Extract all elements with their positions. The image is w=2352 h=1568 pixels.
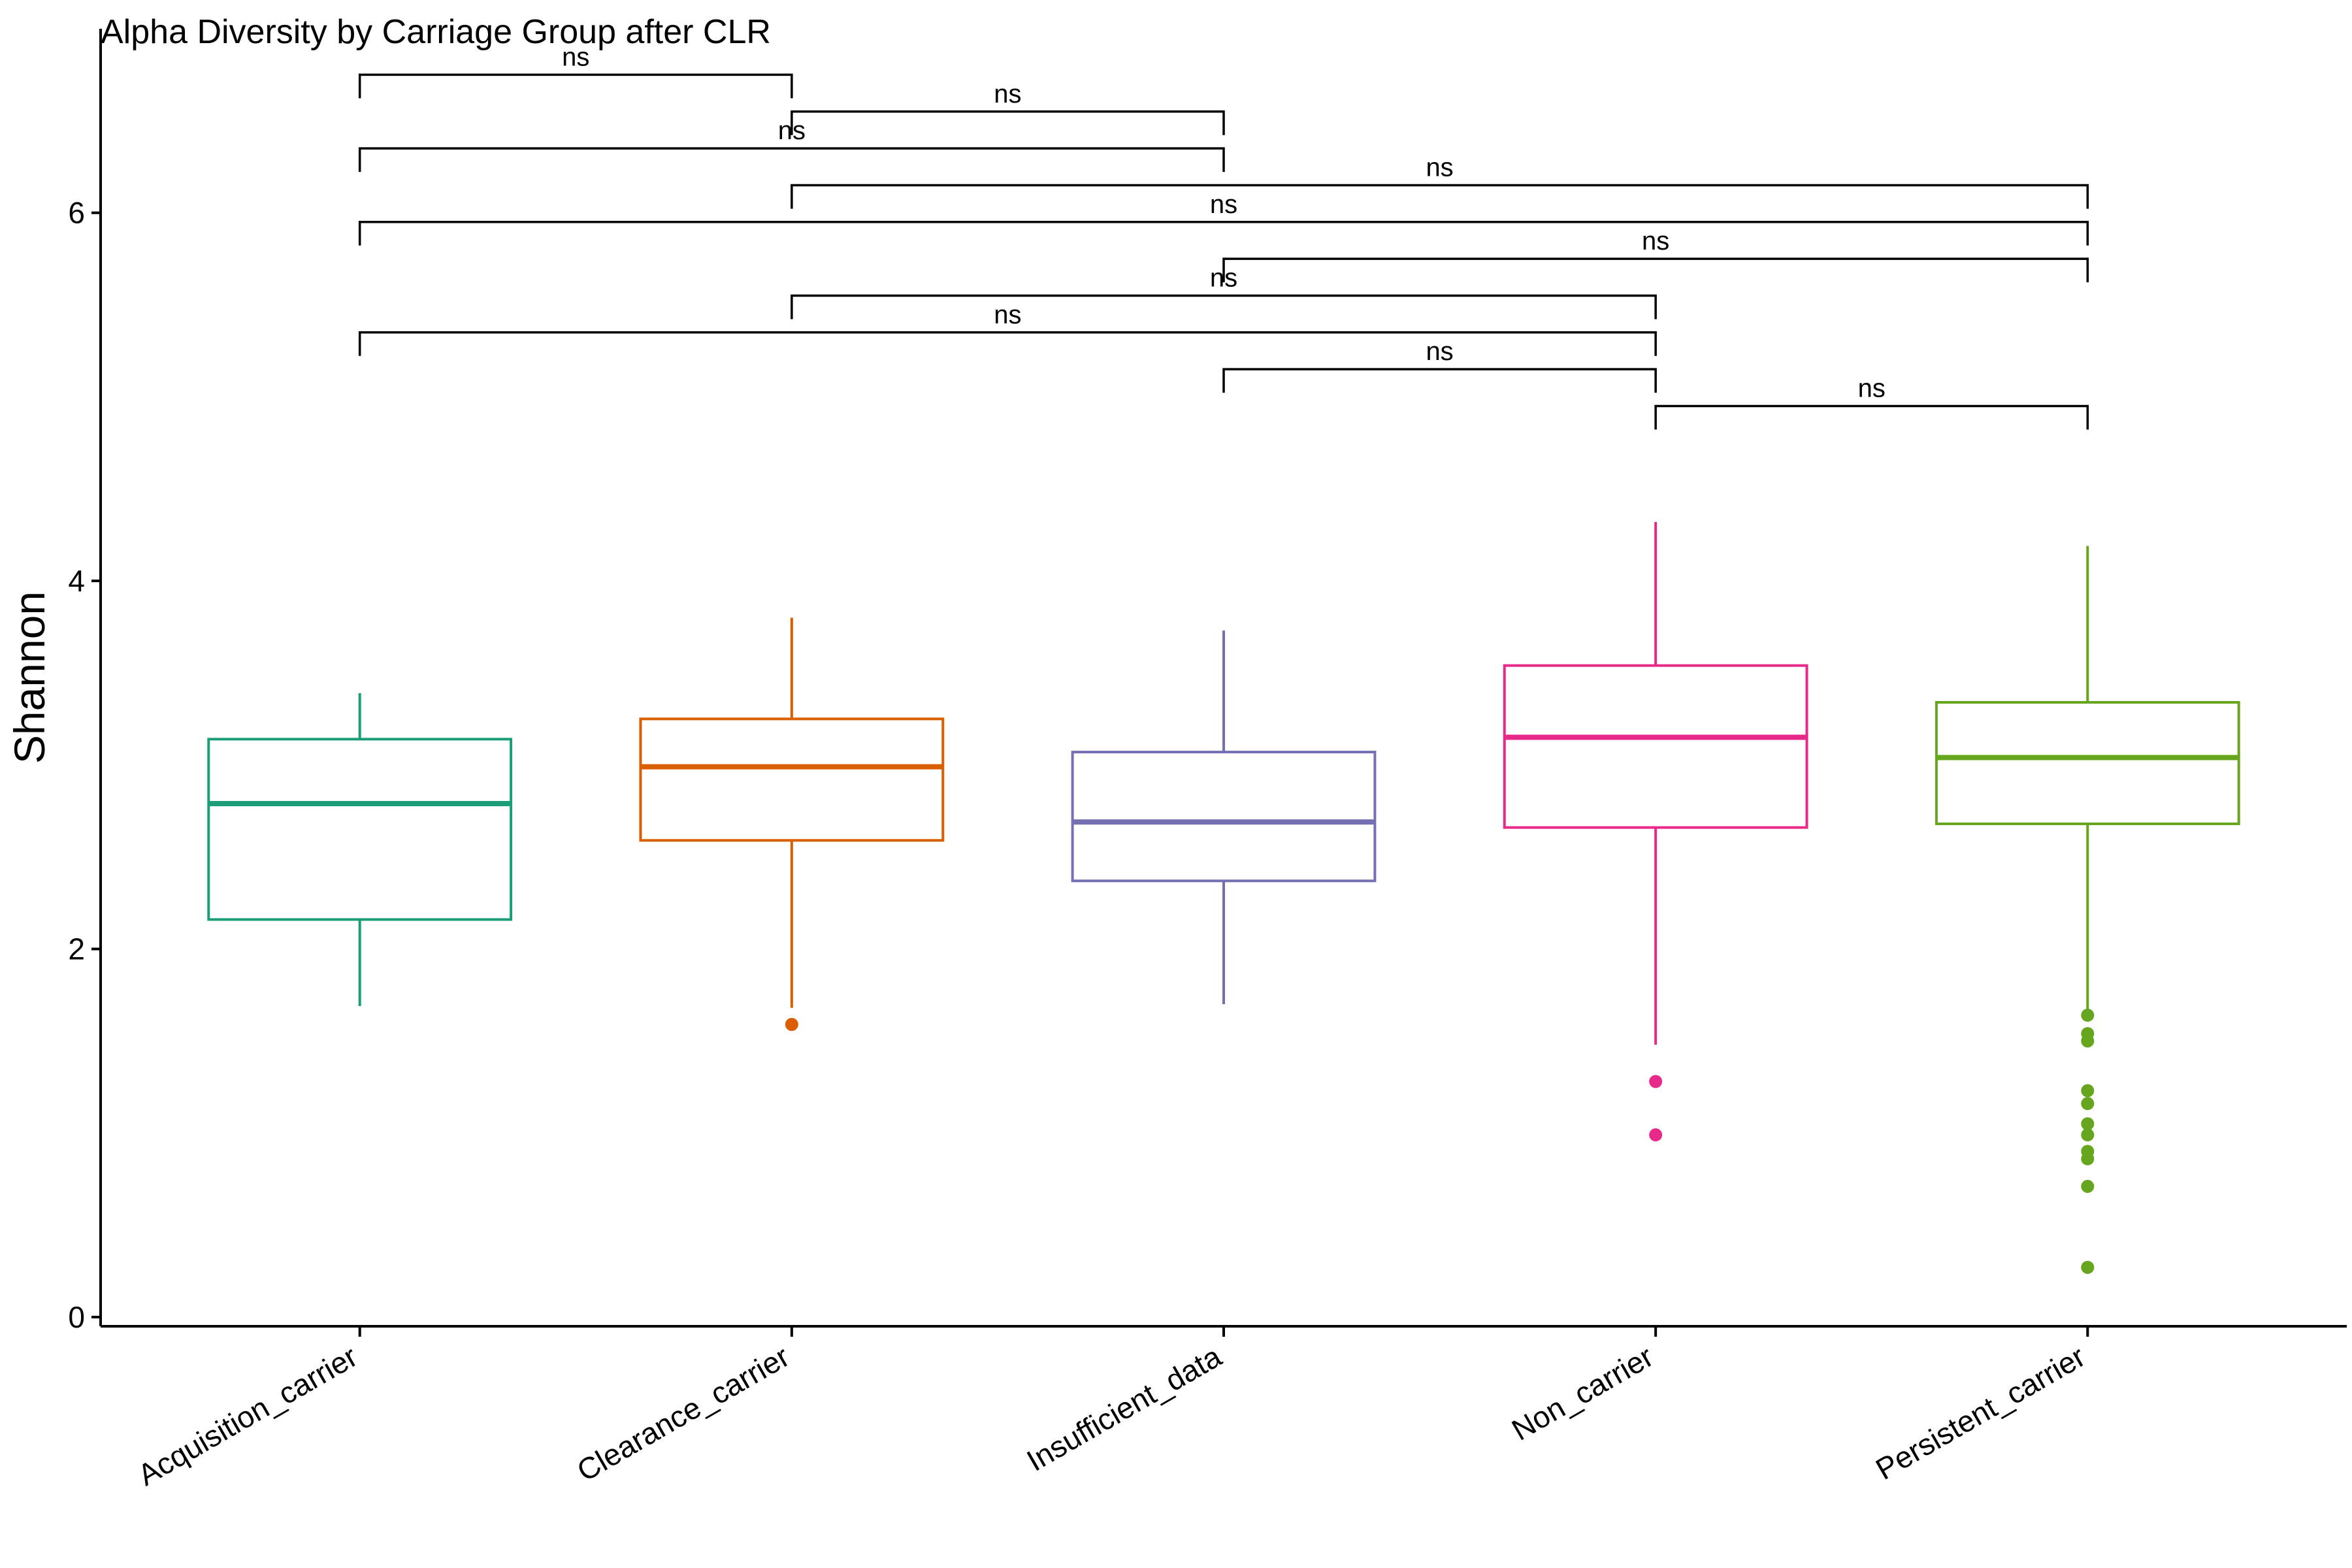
iqr-box	[207, 738, 513, 921]
chart-title: Alpha Diversity by Carriage Group after …	[101, 13, 771, 51]
iqr-box	[1503, 664, 1808, 829]
x-tick-label: Clearance_carrier	[571, 1339, 795, 1488]
significance-bracket: ns	[1222, 227, 2089, 283]
significance-bracket: ns	[791, 153, 2089, 209]
x-tick-label: Acquisition_carrier	[132, 1339, 363, 1492]
box-Clearance_carrier	[639, 617, 945, 1032]
significance-bracket: ns	[358, 190, 2089, 246]
x-tick-label: Persistent_carrier	[1870, 1339, 2091, 1486]
x-tick-label: Insufficient_data	[1021, 1339, 1228, 1477]
bracket-line	[358, 73, 793, 99]
significance-label: ns	[994, 80, 1021, 108]
outlier-point	[2081, 1117, 2095, 1131]
iqr-box	[639, 717, 945, 842]
significance-bracket: ns	[791, 263, 1657, 319]
significance-bracket: ns	[1654, 374, 2089, 430]
x-tick-label: Non_carrier	[1506, 1339, 1659, 1447]
bracket-line	[358, 221, 2089, 246]
y-axis-label: Shannon	[5, 591, 54, 764]
bracket-line	[791, 184, 2089, 209]
significance-bracket: ns	[1222, 337, 1657, 393]
bracket-line	[358, 147, 1225, 172]
outlier-point	[1649, 1075, 1663, 1088]
bracket-line	[1222, 257, 2089, 283]
y-tick-label: 6	[68, 196, 85, 230]
significance-bracket: ns	[358, 42, 793, 99]
box-Non_carrier	[1503, 521, 1808, 1142]
outlier-point	[2081, 1152, 2095, 1166]
significance-label: ns	[778, 116, 806, 145]
iqr-box	[1935, 701, 2240, 825]
bracket-line	[1222, 368, 1657, 393]
bracket-line	[358, 331, 1657, 356]
significance-label: ns	[1426, 337, 1453, 366]
bracket-line	[791, 294, 1657, 319]
significance-bracket: ns	[358, 301, 1657, 356]
y-tick-label: 4	[68, 564, 85, 598]
box-Acquisition_carrier	[207, 693, 513, 1006]
outlier-point	[2081, 1260, 2095, 1274]
iqr-box	[1071, 751, 1377, 883]
outlier-point	[2081, 1179, 2095, 1193]
significance-label: ns	[1858, 374, 1886, 402]
outlier-point	[2081, 1034, 2095, 1048]
bracket-line	[791, 110, 1225, 135]
y-tick-label: 2	[68, 932, 85, 966]
significance-label: ns	[1426, 153, 1453, 182]
significance-label: ns	[1210, 263, 1237, 292]
significance-bracket: ns	[358, 116, 1225, 172]
box-Insufficient_data	[1071, 630, 1377, 1005]
outlier-point	[1649, 1128, 1663, 1142]
significance-brackets: ns ns ns ns ns ns ns ns ns ns	[358, 42, 2089, 430]
y-tick-label: 0	[68, 1300, 85, 1334]
significance-label: ns	[562, 42, 589, 71]
outlier-point	[2081, 1084, 2095, 1098]
boxes	[207, 521, 2240, 1274]
box-Persistent_carrier	[1935, 546, 2240, 1274]
outlier-point	[2081, 1128, 2095, 1142]
bracket-line	[1654, 404, 2089, 430]
outlier-point	[785, 1018, 798, 1032]
significance-label: ns	[994, 301, 1021, 329]
significance-label: ns	[1642, 227, 1669, 255]
outlier-point	[2081, 1008, 2095, 1022]
outlier-point	[2081, 1097, 2095, 1111]
significance-bracket: ns	[791, 80, 1225, 135]
significance-label: ns	[1210, 190, 1237, 219]
